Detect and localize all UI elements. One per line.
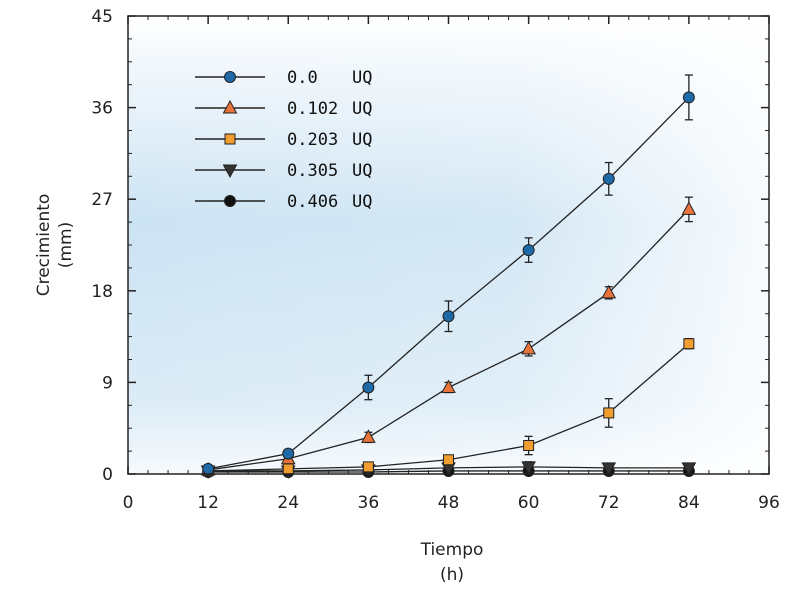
legend-label: 0.203 <box>287 130 338 150</box>
triangle-down-marker <box>222 164 238 179</box>
x-tick-label: 72 <box>598 493 620 513</box>
y-tick-labels: 0 9 18 27 36 45 <box>91 7 113 485</box>
y-axis-title-line2: (mm) <box>56 222 76 268</box>
x-axis-title-line2: (h) <box>440 565 464 585</box>
square-marker <box>362 461 374 473</box>
legend-unit: UQ <box>352 99 372 119</box>
y-tick-label: 45 <box>91 7 113 27</box>
triangle-down-marker <box>521 461 536 475</box>
legend-unit: UQ <box>352 161 372 181</box>
x-tick-label: 36 <box>358 493 380 513</box>
x-tick-label: 60 <box>518 493 540 513</box>
legend-item: 0.102 UQ <box>195 99 372 119</box>
legend: 0.0 UQ 0.102 UQ 0.203 UQ 0.305 UQ 0.406 UQ <box>195 68 372 212</box>
x-tick-label: 48 <box>438 493 460 513</box>
circle-marker <box>224 71 236 83</box>
circle-marker <box>442 310 455 323</box>
circle-marker <box>202 462 215 475</box>
legend-item: 0.305 UQ <box>195 161 372 181</box>
legend-item: 0.0 UQ <box>195 68 372 88</box>
legend-item: 0.203 UQ <box>195 130 372 150</box>
plot-frame <box>127 15 770 475</box>
x-tick-labels: 0 12 24 36 48 60 72 84 96 <box>123 493 780 513</box>
square-marker <box>603 407 615 419</box>
y-axis-title-line1: Crecimiento <box>34 194 54 297</box>
y-tick-label: 36 <box>91 99 113 119</box>
triangle-up-marker <box>222 99 238 114</box>
triangle-up-marker <box>441 379 456 393</box>
triangle-up-marker <box>361 429 376 443</box>
y-tick-label: 9 <box>102 373 113 393</box>
triangle-up-marker <box>601 284 617 299</box>
x-tick-label: 12 <box>197 493 219 513</box>
series-layer <box>200 74 697 479</box>
legend-unit: UQ <box>352 68 372 88</box>
legend-item: 0.406 UQ <box>195 192 372 212</box>
series-0.0 <box>202 74 695 475</box>
legend-label: 0.0 <box>287 68 318 88</box>
square-marker <box>683 338 695 350</box>
legend-label: 0.305 <box>287 161 338 181</box>
plot-area-background <box>128 16 769 474</box>
circle-marker <box>602 172 615 185</box>
circle-marker <box>282 447 295 460</box>
triangle-up-marker <box>681 201 697 215</box>
legend-label: 0.102 <box>287 99 338 119</box>
x-axis-title-line1: Tiempo <box>420 540 484 560</box>
square-marker <box>443 454 454 466</box>
y-tick-label: 0 <box>102 465 113 485</box>
x-tick-label: 0 <box>123 493 134 513</box>
series-0.203 <box>202 337 695 477</box>
triangle-down-marker <box>601 462 617 476</box>
x-tick-label: 96 <box>758 493 780 513</box>
y-tick-label: 18 <box>91 282 113 302</box>
legend-label: 0.406 <box>287 192 338 212</box>
circle-marker <box>224 195 236 207</box>
legend-unit: UQ <box>352 130 372 150</box>
triangle-down-marker <box>681 462 697 476</box>
legend-unit: UQ <box>352 192 372 212</box>
circle-marker <box>522 244 535 257</box>
x-tick-label: 24 <box>277 493 299 513</box>
square-marker <box>282 463 294 475</box>
square-marker <box>224 133 236 145</box>
square-marker <box>523 440 535 452</box>
y-tick-label: 27 <box>91 190 113 210</box>
circle-marker <box>682 91 695 104</box>
x-tick-label: 84 <box>678 493 700 513</box>
circle-marker <box>362 381 375 394</box>
triangle-up-marker <box>521 340 536 355</box>
